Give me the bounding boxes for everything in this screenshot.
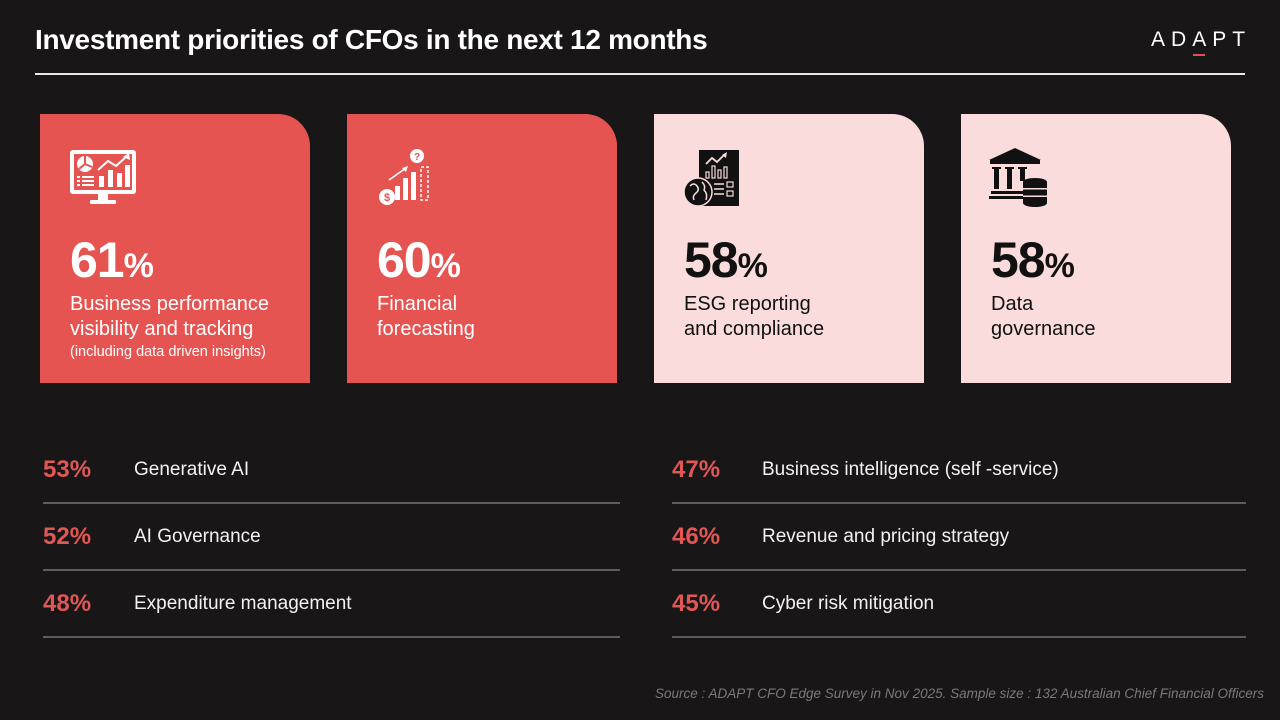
esg-report-icon [682, 148, 754, 210]
card-label: Business performance visibility and trac… [70, 292, 269, 342]
bank-database-icon [989, 148, 1061, 210]
list-item-label: Business intelligence (self -service) [762, 459, 1059, 480]
card-label: Data governance [991, 292, 1096, 342]
list-item-label: Generative AI [134, 459, 250, 480]
logo-accent-underline [1193, 54, 1206, 56]
card-percent-value: 60 [377, 232, 432, 288]
priority-list-item: 53% Generative AI [43, 456, 620, 523]
logo-text-pre: AD [1151, 28, 1193, 51]
title-divider [35, 73, 1245, 75]
card-percent: 61% [70, 232, 154, 294]
list-item-label: Revenue and pricing strategy [762, 526, 1010, 547]
card-percent-value: 58 [991, 232, 1046, 288]
list-item-label: Expenditure management [134, 593, 352, 614]
card-label-line: governance [991, 318, 1096, 340]
card-label: ESG reporting and compliance [684, 292, 824, 342]
card-percent-value: 58 [684, 232, 739, 288]
priority-list-item: 45% Cyber risk mitigation [672, 590, 1246, 657]
list-divider [43, 636, 620, 638]
card-percent: 58% [684, 232, 768, 294]
card-label-line: forecasting [377, 318, 475, 340]
card-label-line: Financial [377, 293, 458, 315]
card-percent-sign: % [123, 247, 154, 285]
priority-card: 58% ESG reporting and compliance [654, 114, 924, 383]
card-percent-sign: % [1044, 247, 1075, 285]
card-percent: 60% [377, 232, 461, 294]
svg-text:?: ? [414, 152, 420, 163]
list-item-percent: 47% [672, 456, 721, 483]
card-percent-sign: % [430, 247, 461, 285]
priority-list-item: 52% AI Governance [43, 523, 620, 590]
card-label-line: Business performance [70, 293, 269, 315]
list-divider [672, 636, 1246, 638]
monitor-analytics-icon [68, 148, 140, 210]
list-item-label: Cyber risk mitigation [762, 593, 935, 614]
priority-list-item: 46% Revenue and pricing strategy [672, 523, 1246, 590]
page-title: Investment priorities of CFOs in the nex… [35, 24, 708, 55]
forecast-growth-icon: ? $ [375, 148, 447, 210]
card-label-line: and compliance [684, 318, 825, 340]
logo-text-post: PT [1212, 28, 1252, 51]
card-sublabel: (including data driven insights) [70, 344, 266, 360]
priority-card: ? $ 60% Financial forecasting [347, 114, 617, 383]
list-divider [672, 569, 1246, 571]
card-percent: 58% [991, 232, 1075, 294]
card-label-line: visibility and tracking [70, 318, 254, 340]
card-percent-sign: % [737, 247, 768, 285]
list-item-label: AI Governance [134, 526, 261, 547]
list-item-percent: 46% [672, 523, 721, 550]
card-label: Financial forecasting [377, 292, 475, 342]
source-footnote: Source : ADAPT CFO Edge Survey in Nov 20… [654, 686, 1264, 701]
list-divider [43, 502, 620, 504]
list-item-percent: 52% [43, 523, 92, 550]
list-divider [672, 502, 1246, 504]
adapt-logo: ADA PT [1151, 28, 1252, 56]
svg-text:$: $ [384, 192, 390, 204]
list-item-percent: 45% [672, 590, 721, 617]
priority-card: 61% Business performance visibility and … [40, 114, 310, 383]
card-label-line: ESG reporting [684, 293, 811, 315]
logo-text-accent: A [1192, 28, 1213, 51]
list-item-percent: 53% [43, 456, 92, 483]
list-item-percent: 48% [43, 590, 92, 617]
card-percent-value: 61 [70, 232, 125, 288]
card-label-line: Data [991, 293, 1034, 315]
priority-list-item: 47% Business intelligence (self -service… [672, 456, 1246, 523]
priority-card: 58% Data governance [961, 114, 1231, 383]
list-divider [43, 569, 620, 571]
priority-list-item: 48% Expenditure management [43, 590, 620, 657]
